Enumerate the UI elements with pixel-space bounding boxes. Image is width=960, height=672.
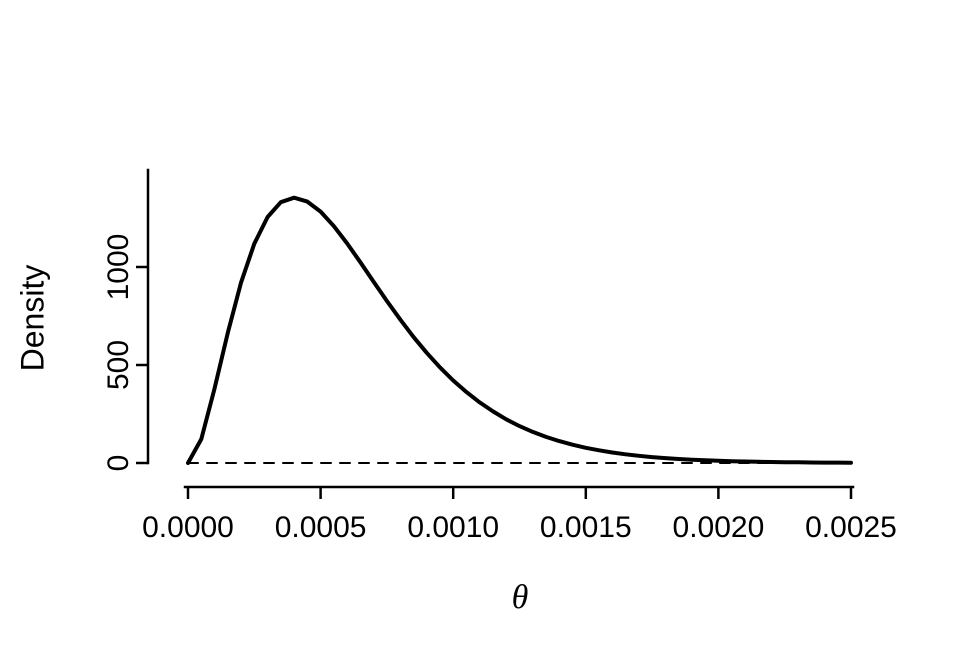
y-tick-label: 0 <box>102 455 135 472</box>
y-tick-label: 1000 <box>102 234 135 301</box>
x-tick-label: 0.0015 <box>540 511 632 544</box>
x-tick-label: 0.0020 <box>673 511 765 544</box>
y-tick-label: 500 <box>102 340 135 390</box>
x-tick-label: 0.0010 <box>407 511 499 544</box>
density-curve <box>186 195 853 465</box>
x-axis-title: θ <box>511 579 529 616</box>
y-axis-title: Density <box>14 264 51 372</box>
x-tick-label: 0.0025 <box>805 511 897 544</box>
x-tick-label: 0.0005 <box>275 511 367 544</box>
x-tick-label: 0.0000 <box>142 511 234 544</box>
